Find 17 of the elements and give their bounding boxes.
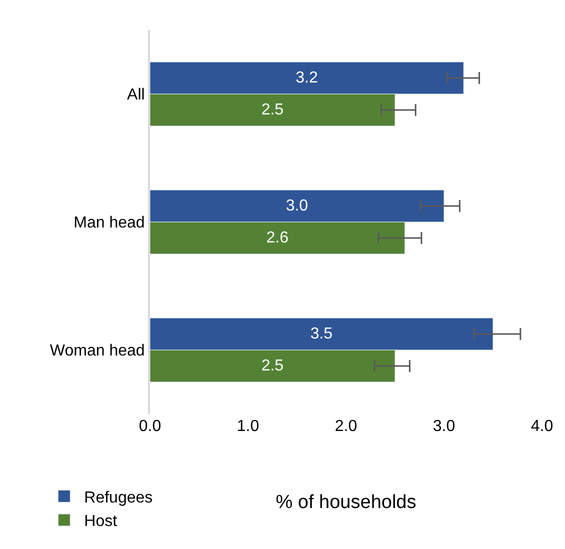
data-label: 3.0 [286,198,308,214]
x-tick-label: 1.0 [236,418,260,435]
x-tick-label: 0.0 [138,418,162,435]
y-tick-label: Woman head [50,342,145,360]
data-label: 2.6 [266,230,289,246]
data-label: 2.5 [261,102,284,118]
data-label: 3.5 [310,326,333,342]
data-label: 2.5 [261,358,284,374]
x-axis-title: % of households [276,492,416,513]
legend-label: Refugees [84,489,153,506]
legend-label: Host [84,513,118,530]
y-tick-label: All [127,86,145,104]
x-tick-label: 4.0 [530,418,554,435]
x-tick-label: 3.0 [432,418,456,435]
y-tick-label: Man head [74,214,145,232]
x-tick-label: 2.0 [334,418,358,435]
data-label: 3.2 [296,70,318,86]
